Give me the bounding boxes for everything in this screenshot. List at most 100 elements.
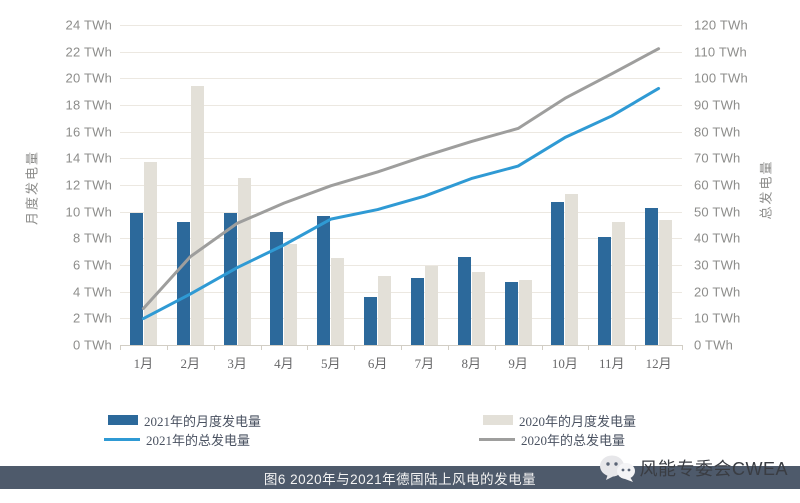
right-axis-tick: 110 TWh [694, 44, 747, 60]
left-axis-tick: 6 TWh [72, 257, 112, 273]
publisher-watermark: 风能专委会CWEA [598, 451, 789, 485]
x-axis-label: 6月 [367, 356, 388, 371]
legend-label: 2021年的月度发电量 [144, 413, 262, 429]
gridline [120, 265, 682, 266]
left-axis-tick: 0 TWh [72, 337, 112, 353]
bar-2020年的月度发电量 [471, 271, 485, 345]
bar-2020年的月度发电量 [378, 275, 392, 345]
x-axis-tickmark [401, 345, 402, 350]
bar-2021年的月度发电量 [504, 282, 518, 345]
bar-2021年的月度发电量 [551, 202, 565, 345]
bar-2020年的月度发电量 [612, 222, 626, 345]
gridline [120, 318, 682, 320]
left-axis-tick: 8 TWh [72, 230, 112, 246]
x-axis-label: 2月 [180, 356, 200, 371]
gridline [120, 78, 682, 80]
right-axis-tick: 70 TWh [694, 150, 741, 166]
x-axis-tickmark [307, 345, 309, 350]
bar-2020年的月度发电量 [284, 243, 298, 345]
bar-2021年的月度发电量 [645, 207, 659, 345]
x-axis-label: 8月 [461, 356, 481, 371]
gridline [120, 238, 682, 240]
legend-swatch-2020-bar [483, 415, 513, 425]
bar-2021年的月度发电量 [176, 222, 190, 345]
legend-swatch-2021-line [104, 437, 140, 441]
left-axis-tick: 18 TWh [65, 97, 112, 113]
plot-area: 0 TWh 2 TWh 4 TWh 6 TWh 8 TWh 10 TWh 12 TWh 14 … [24, 17, 774, 372]
x-axis-tickmark [494, 345, 496, 350]
x-axis-tickmark [354, 345, 356, 350]
legend-item-2021-total: 2021年的总发电量 [104, 431, 251, 448]
x-axis-tickmark [120, 345, 121, 350]
bar-2020年的月度发电量 [659, 219, 673, 345]
right-axis-tick: 80 TWh [694, 124, 741, 140]
gridline [120, 105, 682, 106]
x-axis-label: 1月 [133, 356, 154, 371]
left-axis-tick: 4 TWh [72, 284, 112, 300]
gridline [120, 131, 682, 133]
left-axis-tick: 16 TWh [65, 124, 112, 140]
figure-caption: 图6 2020年与2021年德国陆上风电的发电量 [263, 471, 537, 487]
right-axis-tick: 60 TWh [694, 177, 741, 193]
bar-2020年的月度发电量 [518, 279, 532, 345]
x-axis-label: 10月 [551, 356, 578, 371]
legend-item-2020-monthly: 2020年的月度发电量 [483, 412, 637, 429]
x-axis-label: 3月 [227, 356, 247, 371]
bar-2021年的月度发电量 [317, 215, 331, 345]
gridline [120, 185, 682, 186]
x-axis-label: 9月 [508, 356, 528, 371]
gridline [120, 211, 682, 213]
legend-swatch-2021-bar [108, 415, 138, 425]
gridline [120, 51, 682, 53]
x-axis-label: 11月 [598, 356, 625, 371]
line-layer [141, 47, 661, 321]
x-axis-tickmark [541, 345, 543, 350]
bar-2021年的月度发电量 [270, 231, 284, 345]
right-axis-tick: 100 TWh [694, 70, 748, 86]
wechat-icon [599, 455, 635, 482]
left-axis-tick: 14 TWh [65, 150, 112, 166]
x-axis-tickmark [260, 345, 262, 350]
legend-swatch-2020-line [479, 437, 515, 441]
bar-2021年的月度发电量 [410, 278, 424, 345]
x-axis-tickmark [588, 345, 590, 350]
bar-2021年的月度发电量 [223, 213, 237, 345]
bar-2020年的月度发电量 [331, 258, 345, 345]
x-axis-label: 7月 [414, 356, 435, 371]
bar-2020年的月度发电量 [190, 86, 204, 345]
left-axis-tick: 24 TWh [65, 17, 112, 33]
right-axis-tick: 0 TWh [694, 337, 734, 353]
x-axis-label: 4月 [274, 356, 294, 371]
left-axis-tick: 2 TWh [72, 310, 112, 326]
x-axis-tickmark [682, 345, 683, 350]
x-axis-label: 12月 [645, 356, 672, 371]
right-axis-tick: 10 TWh [694, 310, 741, 326]
right-axis-tick: 90 TWh [694, 97, 741, 113]
right-axis-tick: 40 TWh [694, 230, 741, 246]
right-axis-tick: 50 TWh [694, 204, 741, 220]
right-axis-tick: 20 TWh [694, 284, 741, 300]
bar-2020年的月度发电量 [565, 194, 579, 345]
left-axis-tick: 10 TWh [65, 204, 112, 220]
legend-item-2021-monthly: 2021年的月度发电量 [108, 412, 262, 429]
legend-label: 2020年的总发电量 [521, 432, 626, 448]
legend-label: 2021年的总发电量 [146, 432, 251, 448]
gridline [120, 158, 682, 160]
left-axis-tick: 12 TWh [65, 177, 112, 193]
right-axis-tick: 30 TWh [694, 257, 741, 273]
gridline [120, 25, 682, 26]
x-axis-tickmark [635, 345, 637, 350]
bar-2021年的月度发电量 [457, 257, 471, 345]
left-axis-title: 月度发电量 [24, 150, 40, 226]
line-2021年的总发电量 [141, 86, 661, 321]
line-2020年的总发电量 [141, 47, 661, 310]
left-axis-tick: 22 TWh [65, 44, 112, 60]
bar-2021年的月度发电量 [129, 213, 143, 345]
x-axis-label: 5月 [320, 356, 341, 371]
x-axis-tickmark [447, 345, 449, 350]
legend-label: 2020年的月度发电量 [519, 413, 637, 429]
bar-2020年的月度发电量 [424, 266, 438, 345]
x-axis-tickmark [166, 345, 168, 350]
right-axis-tick: 120 TWh [694, 17, 748, 33]
